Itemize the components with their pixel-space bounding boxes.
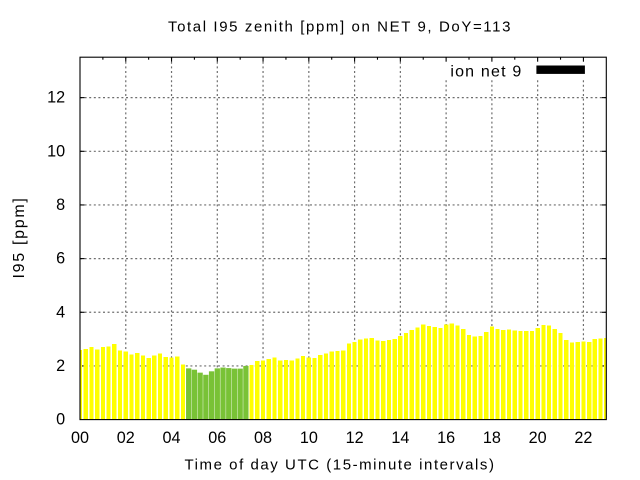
svg-text:8: 8 [56,196,65,214]
svg-text:04: 04 [163,429,181,447]
svg-text:10: 10 [47,142,65,160]
svg-text:12: 12 [47,89,65,107]
svg-text:Time of day UTC (15-minute int: Time of day UTC (15-minute intervals) [184,457,495,474]
svg-text:06: 06 [208,429,226,447]
svg-text:10: 10 [300,429,318,447]
svg-text:20: 20 [529,429,547,447]
svg-text:22: 22 [574,429,592,447]
svg-text:18: 18 [483,429,501,447]
svg-text:6: 6 [56,250,65,268]
svg-text:08: 08 [254,429,272,447]
svg-text:00: 00 [71,429,89,447]
svg-text:I95 [ppm]: I95 [ppm] [11,196,28,278]
svg-text:0: 0 [56,411,65,429]
svg-text:12: 12 [346,429,364,447]
svg-text:16: 16 [437,429,455,447]
svg-text:14: 14 [391,429,409,447]
svg-text:02: 02 [117,429,135,447]
svg-text:Total I95 zenith [ppm] on NET: Total I95 zenith [ppm] on NET 9, DoY=113 [168,18,512,35]
svg-text:2: 2 [56,357,65,375]
svg-text:ion net 9: ion net 9 [450,63,522,80]
svg-text:4: 4 [56,303,65,321]
